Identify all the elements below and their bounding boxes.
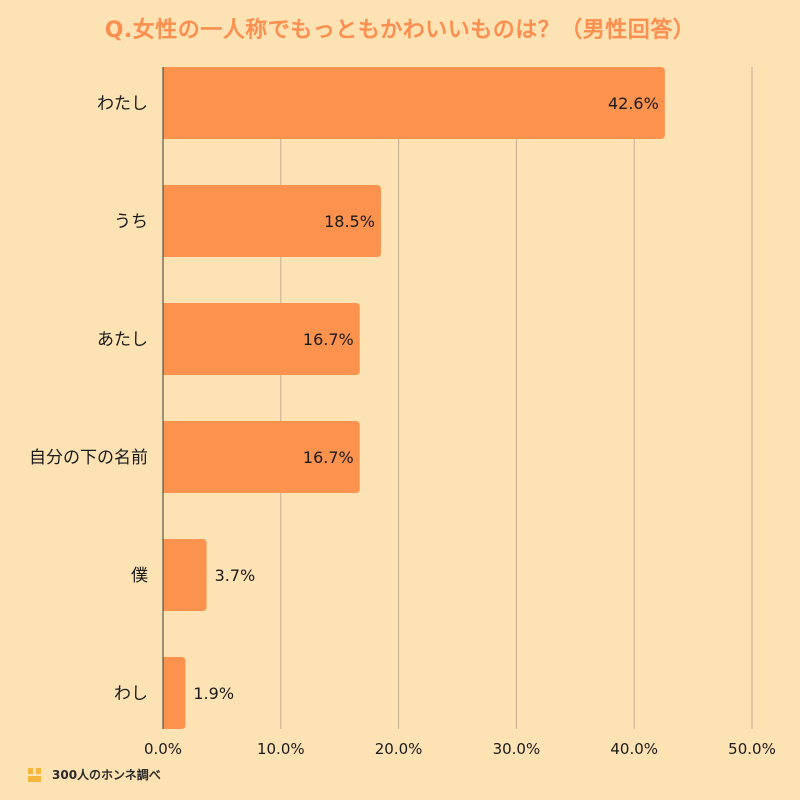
bar (163, 421, 360, 493)
value-label: 16.7% (303, 448, 354, 467)
category-label: 自分の下の名前 (29, 448, 148, 468)
category-label: あたし (97, 330, 148, 350)
category-label: うち (114, 212, 148, 232)
footer: 300人のホンネ調べ (28, 766, 161, 783)
value-label: 42.6% (608, 94, 659, 113)
bar (163, 657, 186, 729)
value-label: 16.7% (303, 330, 354, 349)
footer-brand: 300人のホンネ調べ (52, 768, 161, 782)
bar (163, 185, 381, 257)
bar (163, 303, 360, 375)
value-label: 18.5% (324, 212, 375, 231)
category-label: わたし (97, 94, 148, 114)
value-label: 1.9% (193, 684, 234, 703)
category-label: 僕 (131, 566, 148, 586)
x-tick-label: 20.0% (375, 740, 423, 758)
x-tick-label: 50.0% (728, 740, 776, 758)
brand-logo-icon (28, 767, 41, 782)
bar (163, 539, 207, 611)
chart-title: Q.女性の一人称でもっともかわいいものは？（男性回答） (104, 18, 696, 43)
x-tick-label: 30.0% (493, 740, 541, 758)
x-tick-label: 0.0% (144, 740, 182, 758)
category-label: わし (114, 684, 148, 704)
bar (163, 67, 665, 139)
x-tick-label: 10.0% (257, 740, 305, 758)
x-tick-label: 40.0% (610, 740, 658, 758)
value-label: 3.7% (215, 566, 256, 585)
